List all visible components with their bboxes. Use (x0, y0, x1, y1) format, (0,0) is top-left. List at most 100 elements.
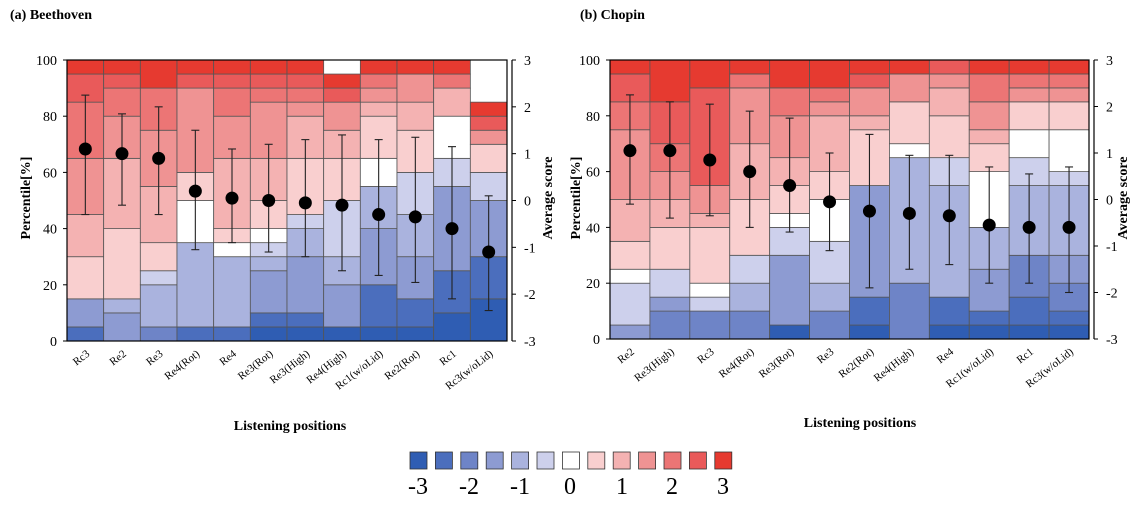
stack-segment (359, 326, 398, 342)
average-score-point (783, 179, 797, 193)
stack-segment (66, 298, 105, 328)
stack-segment (286, 101, 325, 117)
stack-segment (213, 326, 251, 342)
stack-segment (249, 256, 288, 272)
legend-tick: -2 (459, 474, 479, 500)
stack-segment (213, 73, 251, 89)
average-score-point (262, 194, 276, 207)
stack-segment (849, 324, 890, 340)
average-score-point (482, 245, 496, 259)
stack-segment (103, 59, 141, 75)
plot-frame (66, 59, 508, 342)
stack-segment (396, 101, 435, 131)
stack-segment (469, 129, 508, 145)
legend-swatch (536, 451, 555, 470)
stack-segment (889, 101, 930, 145)
x-tick-label: Rc1 (437, 348, 458, 368)
stack-segment (928, 59, 970, 75)
stack-segment (689, 59, 731, 89)
stack-segment (1048, 59, 1090, 75)
average-score-point (78, 142, 92, 156)
stack-segment (729, 254, 771, 284)
stack-segment (1008, 73, 1050, 89)
stack-segment (323, 284, 361, 328)
stack-segment (323, 73, 361, 89)
chart-title: (b) Chopin (580, 8, 645, 23)
average-score-point (623, 144, 637, 158)
x-tick-label: Re4(High) (872, 346, 917, 385)
y2-tick-label: -2 (1106, 287, 1118, 302)
stack-segment (286, 73, 325, 89)
stack-segment (433, 73, 471, 89)
y-tick-label: 20 (586, 277, 600, 292)
stack-segment (928, 296, 970, 326)
stack-segment (769, 254, 810, 326)
y-tick-label: 80 (586, 110, 600, 125)
legend-swatch (434, 451, 453, 470)
average-score-point (982, 218, 996, 232)
stack-segment (213, 242, 251, 258)
chart-panel-chopin: (b) Chopin Percentile[%] Average score L… (569, 8, 1131, 431)
stack-segment (889, 59, 930, 75)
stack-segment (689, 310, 731, 340)
stack-segment (249, 326, 288, 342)
average-score-point (1062, 220, 1076, 234)
stack-segment (729, 310, 771, 340)
stack-segment (396, 298, 435, 328)
stack-segment (849, 73, 890, 89)
stack-segment (213, 59, 251, 75)
stack-segment (286, 59, 325, 75)
stack-segment (1008, 87, 1050, 103)
x-tick-label: Re2 (615, 346, 636, 366)
stack-segment (103, 312, 141, 342)
stack-segment (1048, 310, 1090, 326)
legend-swatch (485, 451, 504, 470)
stack-segment (689, 282, 731, 298)
stack-segment (176, 59, 215, 75)
stack-segment (889, 282, 930, 340)
stack-segment (689, 226, 731, 284)
stack-segment (1008, 324, 1050, 340)
x-tick-label: Re2 (107, 348, 128, 368)
legend-tick: -1 (510, 474, 530, 500)
stack-segment (649, 296, 691, 312)
x-tick-label: Re2(Rot) (837, 346, 877, 381)
chart-panel-beethoven: (a) Beethoven Percentile[%] Average scor… (10, 8, 556, 434)
legend-swatch (714, 451, 733, 470)
stack-segment (139, 284, 178, 328)
stack-segment (213, 87, 251, 117)
stack-segment (323, 326, 361, 342)
legend-tick: 2 (666, 474, 678, 500)
x-axis-label: Listening positions (234, 419, 347, 434)
stack-segment (1008, 101, 1050, 131)
stack-segment (396, 59, 435, 75)
stack-segment (66, 59, 105, 75)
stack-segment (469, 101, 508, 117)
stack-segment (66, 256, 105, 300)
legend-swatch (689, 451, 707, 470)
legend-swatch (587, 451, 606, 470)
y-tick-label: 100 (36, 54, 57, 69)
stack-segment (139, 59, 178, 89)
stack-segment (249, 270, 288, 314)
stack-segment (469, 115, 508, 131)
chart-title: (a) Beethoven (10, 8, 92, 23)
stack-segment (396, 73, 435, 103)
average-score-point (408, 210, 422, 224)
y2-axis-label: Average score (1116, 156, 1131, 239)
x-tick-label: Rc3 (695, 346, 717, 367)
average-score-point (1022, 220, 1036, 234)
stack-segment (359, 73, 398, 89)
stack-segment (809, 59, 850, 89)
stack-segment (103, 228, 141, 300)
stack-segment (609, 59, 651, 75)
stack-segment (323, 101, 361, 131)
stack-segment (968, 101, 1010, 131)
y-tick-label: 80 (43, 110, 57, 125)
legend-swatch (511, 451, 530, 470)
stack-segment (359, 87, 398, 103)
stack-segment (609, 282, 651, 326)
y2-tick-label: 1 (524, 148, 531, 163)
